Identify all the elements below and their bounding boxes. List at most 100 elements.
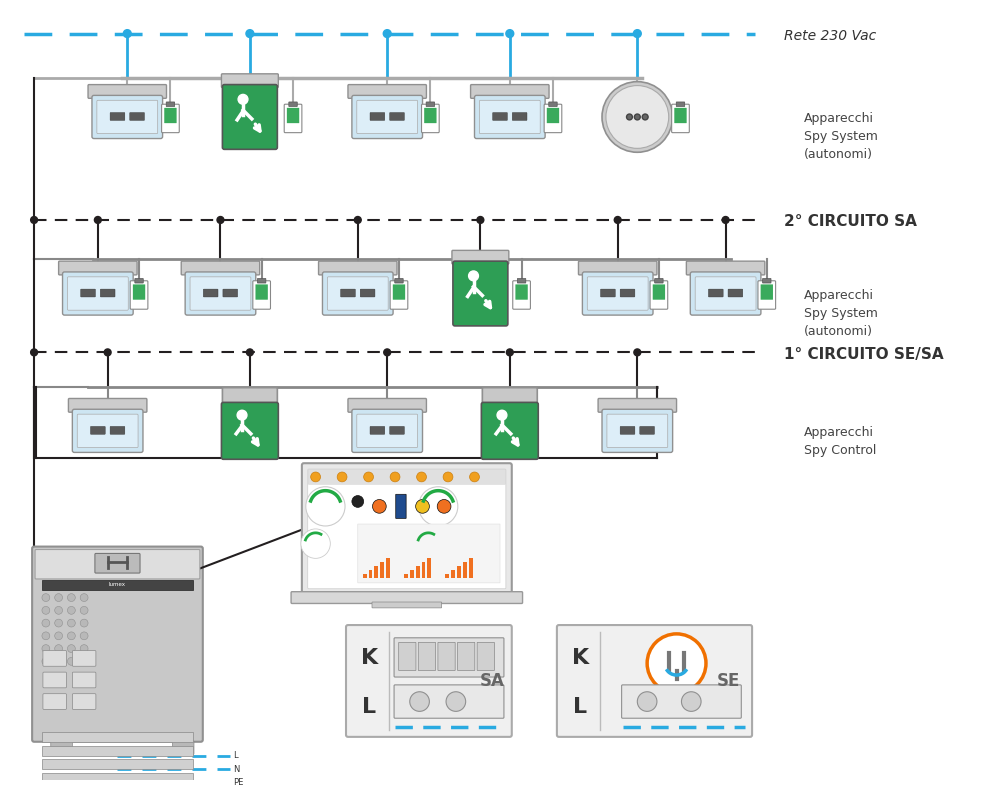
FancyBboxPatch shape	[257, 278, 266, 283]
FancyBboxPatch shape	[602, 409, 673, 452]
FancyBboxPatch shape	[372, 602, 442, 607]
Text: L: L	[573, 698, 587, 717]
FancyBboxPatch shape	[481, 403, 538, 460]
FancyBboxPatch shape	[479, 100, 540, 134]
FancyBboxPatch shape	[672, 104, 689, 133]
Circle shape	[42, 607, 50, 615]
FancyBboxPatch shape	[357, 100, 418, 134]
FancyBboxPatch shape	[43, 672, 66, 688]
FancyBboxPatch shape	[370, 426, 385, 434]
FancyBboxPatch shape	[255, 285, 268, 300]
Bar	[386, 558, 390, 578]
Circle shape	[443, 472, 453, 482]
Bar	[427, 558, 431, 578]
Bar	[363, 574, 367, 578]
FancyBboxPatch shape	[352, 409, 423, 452]
FancyBboxPatch shape	[284, 104, 302, 133]
FancyBboxPatch shape	[557, 625, 752, 737]
Circle shape	[602, 81, 673, 153]
Circle shape	[80, 632, 88, 640]
Circle shape	[364, 472, 373, 482]
FancyBboxPatch shape	[43, 694, 66, 710]
FancyBboxPatch shape	[130, 281, 148, 309]
FancyBboxPatch shape	[287, 108, 299, 123]
FancyBboxPatch shape	[761, 285, 773, 300]
FancyBboxPatch shape	[346, 625, 512, 737]
FancyBboxPatch shape	[515, 285, 528, 300]
Circle shape	[94, 217, 101, 223]
FancyBboxPatch shape	[512, 112, 527, 120]
Circle shape	[246, 349, 253, 356]
Bar	[380, 562, 384, 578]
FancyBboxPatch shape	[394, 638, 504, 677]
FancyBboxPatch shape	[393, 285, 405, 300]
Circle shape	[67, 594, 75, 601]
Circle shape	[67, 607, 75, 615]
Circle shape	[410, 692, 429, 711]
Text: SE: SE	[717, 672, 740, 690]
Circle shape	[637, 692, 657, 711]
Circle shape	[55, 645, 63, 653]
Circle shape	[42, 619, 50, 627]
Bar	[469, 558, 473, 578]
FancyBboxPatch shape	[598, 399, 677, 412]
Text: L: L	[362, 698, 377, 717]
FancyBboxPatch shape	[728, 289, 743, 297]
FancyBboxPatch shape	[130, 112, 144, 120]
Circle shape	[55, 594, 63, 601]
FancyBboxPatch shape	[222, 85, 277, 149]
Text: N: N	[233, 765, 240, 774]
Text: 1° CIRCUITO SE/SA: 1° CIRCUITO SE/SA	[784, 346, 944, 361]
Circle shape	[306, 486, 345, 526]
FancyBboxPatch shape	[474, 96, 545, 138]
Circle shape	[416, 499, 429, 513]
Circle shape	[633, 30, 641, 37]
Bar	[42, 759, 193, 769]
Text: 2° CIRCUITO SA: 2° CIRCUITO SA	[784, 214, 917, 229]
FancyBboxPatch shape	[482, 388, 537, 405]
Circle shape	[237, 411, 247, 420]
Text: SA: SA	[480, 672, 505, 690]
Bar	[369, 570, 372, 578]
Circle shape	[301, 529, 330, 558]
FancyBboxPatch shape	[72, 409, 143, 452]
Circle shape	[123, 30, 131, 37]
Circle shape	[446, 692, 466, 711]
Circle shape	[80, 657, 88, 665]
Circle shape	[246, 30, 254, 37]
FancyBboxPatch shape	[458, 642, 475, 671]
FancyBboxPatch shape	[185, 272, 256, 315]
Bar	[457, 566, 461, 578]
FancyBboxPatch shape	[92, 96, 163, 138]
FancyBboxPatch shape	[763, 278, 771, 283]
FancyBboxPatch shape	[695, 277, 756, 310]
FancyBboxPatch shape	[544, 104, 562, 133]
FancyBboxPatch shape	[327, 277, 388, 310]
Circle shape	[42, 632, 50, 640]
FancyBboxPatch shape	[253, 281, 270, 309]
FancyBboxPatch shape	[607, 414, 668, 448]
FancyBboxPatch shape	[221, 74, 278, 88]
FancyBboxPatch shape	[110, 426, 125, 434]
Text: L: L	[233, 751, 238, 760]
Circle shape	[647, 634, 706, 693]
FancyBboxPatch shape	[223, 289, 238, 297]
FancyBboxPatch shape	[289, 102, 297, 107]
Circle shape	[634, 349, 641, 356]
FancyBboxPatch shape	[620, 289, 635, 297]
FancyBboxPatch shape	[690, 272, 761, 315]
FancyBboxPatch shape	[549, 102, 557, 107]
FancyBboxPatch shape	[620, 426, 635, 434]
Bar	[445, 574, 449, 578]
Circle shape	[104, 349, 111, 356]
FancyBboxPatch shape	[72, 694, 96, 710]
FancyBboxPatch shape	[582, 272, 653, 315]
Circle shape	[217, 217, 224, 223]
FancyBboxPatch shape	[655, 278, 663, 283]
FancyBboxPatch shape	[587, 277, 648, 310]
Circle shape	[614, 217, 621, 223]
FancyBboxPatch shape	[166, 102, 175, 107]
FancyBboxPatch shape	[418, 642, 436, 671]
Circle shape	[606, 85, 669, 149]
Circle shape	[417, 472, 426, 482]
